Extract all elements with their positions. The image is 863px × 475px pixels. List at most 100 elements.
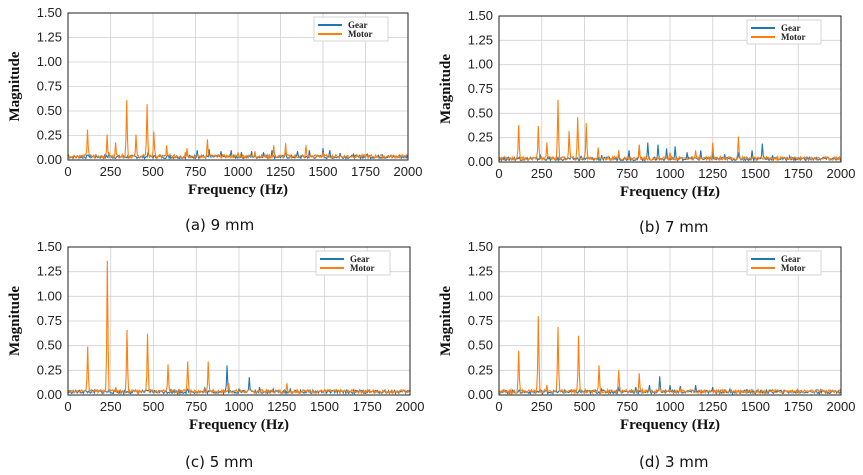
caption-b: (b) 7 mm xyxy=(639,218,709,236)
y-axis-label: Magnitude xyxy=(7,286,23,356)
x-tick-label: 1750 xyxy=(784,399,813,414)
x-tick-label: 1000 xyxy=(224,164,253,179)
chart-a: 0 250 500 750 1000 1250 1500 1750 2000 0.00 0.25 0.… xyxy=(7,5,423,198)
legend-label-gear: Gear xyxy=(781,254,801,264)
x-tick-label: 2000 xyxy=(827,166,856,181)
plot-frame xyxy=(67,12,409,161)
x-tick-label: 1500 xyxy=(310,399,339,414)
legend-box xyxy=(315,250,391,276)
series-motor-line xyxy=(67,260,411,395)
y-axis-label: Magnitude xyxy=(438,54,454,124)
x-tick-label: 0 xyxy=(495,399,502,414)
caption-d: (d) 3 mm xyxy=(639,453,709,471)
x-tick-label: 1250 xyxy=(698,166,727,181)
y-tick-label: 1.00 xyxy=(468,57,493,72)
y-tick-label: 0.00 xyxy=(37,387,62,402)
chart-panel-d: 0 250 500 750 1000 1250 1500 1750 2000 0.00 0.25 0.… xyxy=(431,237,863,475)
caption-a: (a) 9 mm xyxy=(185,216,255,234)
x-tick-label: 500 xyxy=(574,399,596,414)
y-tick-label: 0.25 xyxy=(37,362,62,377)
x-tick-label: 1750 xyxy=(353,399,382,414)
y-axis-label: Magnitude xyxy=(7,51,23,121)
y-tick-label: 0.75 xyxy=(468,313,493,328)
y-tick-label: 1.50 xyxy=(37,239,62,254)
x-tick-label: 2000 xyxy=(394,164,423,179)
x-tick-label: 1500 xyxy=(741,166,770,181)
chart-panel-b: 0 250 500 750 1000 1250 1500 1750 2000 0.00 0.25 0.… xyxy=(431,0,863,237)
y-tick-label: 0.50 xyxy=(37,338,62,353)
y-tick-label: 0.00 xyxy=(468,387,493,402)
chart-c: 0 250 500 750 1000 1250 1500 1750 2000 0.00 0.25 0.… xyxy=(7,239,425,433)
x-tick-label: 1500 xyxy=(309,164,338,179)
x-tick-label: 500 xyxy=(142,164,164,179)
y-tick-label: 0.25 xyxy=(468,130,493,145)
plot-frame xyxy=(498,15,842,163)
x-axis-label: Frequency (Hz) xyxy=(620,184,720,200)
x-tick-label: 0 xyxy=(64,399,71,414)
legend-label-gear: Gear xyxy=(348,20,368,30)
y-tick-label: 0.75 xyxy=(37,79,62,94)
chart-b: 0 250 500 750 1000 1250 1500 1750 2000 0.00 0.25 0.… xyxy=(438,8,856,200)
y-tick-label: 0.00 xyxy=(468,154,493,169)
y-tick-label: 0.75 xyxy=(468,81,493,96)
x-tick-label: 250 xyxy=(100,164,122,179)
x-tick-label: 2000 xyxy=(827,399,856,414)
y-tick-label: 0.50 xyxy=(468,338,493,353)
x-tick-label: 750 xyxy=(185,399,207,414)
x-tick-label: 250 xyxy=(531,399,553,414)
legend-label-gear: Gear xyxy=(350,254,370,264)
y-tick-label: 0.25 xyxy=(37,128,62,143)
y-tick-label: 0.25 xyxy=(468,362,493,377)
y-tick-label: 1.25 xyxy=(37,264,62,279)
x-axis-label: Frequency (Hz) xyxy=(620,417,720,433)
plot-frame xyxy=(498,246,842,396)
series-motor-line xyxy=(498,316,842,396)
x-tick-label: 500 xyxy=(143,399,165,414)
legend-box xyxy=(746,250,822,276)
y-tick-label: 1.00 xyxy=(37,54,62,69)
y-tick-label: 1.25 xyxy=(468,264,493,279)
plot-frame xyxy=(67,246,411,396)
chart-panel-a: 0 250 500 750 1000 1250 1500 1750 2000 0.00 0.25 0.… xyxy=(0,0,431,237)
y-tick-label: 1.50 xyxy=(37,5,62,20)
x-tick-label: 1000 xyxy=(225,399,254,414)
x-tick-label: 0 xyxy=(495,166,502,181)
y-tick-label: 1.50 xyxy=(468,239,493,254)
legend-box xyxy=(313,16,389,42)
x-tick-label: 1000 xyxy=(656,166,685,181)
x-tick-label: 750 xyxy=(616,166,638,181)
x-tick-label: 1000 xyxy=(656,399,685,414)
x-tick-label: 500 xyxy=(574,166,596,181)
x-tick-label: 750 xyxy=(616,399,638,414)
chart-panel-c: 0 250 500 750 1000 1250 1500 1750 2000 0.00 0.25 0.… xyxy=(0,237,431,475)
x-tick-label: 1250 xyxy=(698,399,727,414)
legend-label-motor: Motor xyxy=(348,29,373,39)
x-tick-label: 1750 xyxy=(784,166,813,181)
y-tick-label: 0.50 xyxy=(468,105,493,120)
legend-label-motor: Motor xyxy=(350,263,375,273)
x-tick-label: 0 xyxy=(64,164,71,179)
x-tick-label: 250 xyxy=(531,166,553,181)
legend-box xyxy=(746,19,822,45)
y-tick-label: 0.75 xyxy=(37,313,62,328)
x-tick-label: 1250 xyxy=(267,399,296,414)
legend-label-motor: Motor xyxy=(781,263,806,273)
x-tick-label: 1500 xyxy=(741,399,770,414)
y-axis-label: Magnitude xyxy=(438,286,454,356)
chart-d: 0 250 500 750 1000 1250 1500 1750 2000 0.00 0.25 0.… xyxy=(438,239,856,433)
y-tick-label: 0.00 xyxy=(37,152,62,167)
x-tick-label: 250 xyxy=(100,399,122,414)
caption-c: (c) 5 mm xyxy=(185,453,254,471)
x-tick-label: 2000 xyxy=(396,399,425,414)
x-tick-label: 1750 xyxy=(351,164,380,179)
x-axis-label: Frequency (Hz) xyxy=(188,182,288,198)
x-tick-label: 750 xyxy=(185,164,207,179)
y-tick-label: 0.50 xyxy=(37,103,62,118)
y-tick-label: 1.25 xyxy=(468,32,493,47)
x-axis-label: Frequency (Hz) xyxy=(189,417,289,433)
y-tick-label: 1.00 xyxy=(37,288,62,303)
legend-label-motor: Motor xyxy=(781,32,806,42)
y-tick-label: 1.50 xyxy=(468,8,493,23)
legend-label-gear: Gear xyxy=(781,23,801,33)
y-tick-label: 1.25 xyxy=(37,30,62,45)
